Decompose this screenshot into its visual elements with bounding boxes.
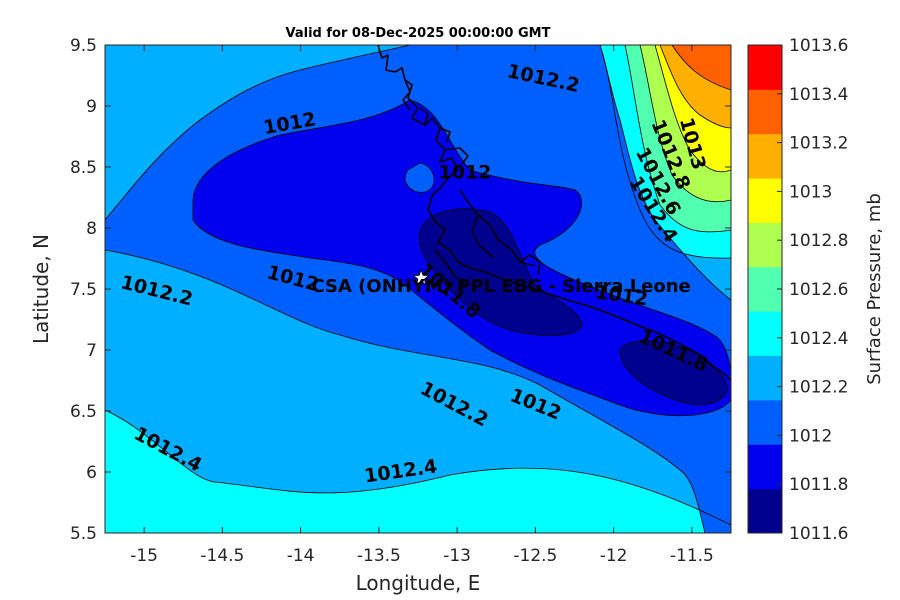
colorbar-swatch [748,488,782,534]
y-tick-label: 8 [86,219,97,239]
colorbar-tick-label: 1011.8 [789,475,848,495]
x-tick-label: -12.5 [513,546,557,566]
colorbar-tick-label: 1013.6 [789,36,848,56]
coastline [377,45,731,381]
colorbar-swatch [748,444,782,490]
y-tick-label: 9.5 [70,36,97,56]
colorbar-tick-label: 1011.6 [789,524,848,544]
y-tick-label: 6.5 [70,402,97,422]
colorbar-swatch [748,399,782,445]
colorbar-tick-label: 1013.4 [789,85,848,105]
map-title: Valid for 08-Dec-2025 00:00:00 GMT [286,26,551,41]
band-1012.4-south [105,410,731,533]
x-tick-label: -11.5 [670,546,714,566]
contour-lines [105,45,731,526]
y-tick-label: 7 [86,341,97,361]
x-tick-label: -15 [130,546,158,566]
colorbar-tick-label: 1013 [789,182,832,202]
band-1011.6-inland [418,208,583,336]
colorbar-swatch [748,266,782,312]
site-marker-group: CSA (ONHYM) PPL EBG - Sierra Leone [311,268,691,297]
colorbar-tick-label: 1013.2 [789,134,848,154]
x-axis-ticks: -15 -14.5 -14 -13.5 -13 -12.5 -12 -11.5 [130,45,714,566]
y-tick-label: 7.5 [70,280,97,300]
colorbar-swatch [748,178,782,223]
island-1012 [404,162,435,193]
colorbar-swatch [748,311,782,357]
contour-label: 1012 [439,162,492,184]
colorbar-tick-label: 1012 [789,426,832,446]
colorbar: 1011.6 1011.8 1012 1012.2 1012.4 1012.6 1012.8… [747,36,848,544]
colorbar-label: Surface Pressure, mb [864,193,885,385]
x-axis-label: Longitude, E [356,571,481,595]
colorbar-swatch [748,89,782,135]
colorbar-tick-label: 1012.2 [789,378,848,398]
y-tick-label: 9 [86,97,97,117]
colorbar-swatch [748,355,782,401]
colorbar-tick-label: 1012.8 [789,231,848,251]
colorbar-swatch [748,133,782,179]
x-tick-label: -14 [287,546,315,566]
site-star-icon [412,268,430,286]
y-axis-label: Latitude, N [29,234,53,344]
colorbar-swatch [748,222,782,268]
x-tick-label: -13.5 [357,546,401,566]
colorbar-tick-label: 1012.4 [789,329,848,349]
colorbar-tick-label: 1012.6 [789,280,848,300]
y-tick-label: 6 [86,463,97,483]
band-1013.4 [672,45,731,90]
site-label: CSA (ONHYM) PPL EBG - Sierra Leone [311,276,690,297]
x-tick-label: -12 [600,546,628,566]
contour-map-area [105,45,731,533]
y-axis-ticks: 5.5 6 6.5 7 7.5 8 8.5 9 9.5 [70,36,731,544]
y-tick-label: 5.5 [70,524,97,544]
x-tick-label: -13 [443,546,471,566]
x-tick-label: -14.5 [200,546,244,566]
colorbar-swatch [748,45,782,90]
y-tick-label: 8.5 [70,158,97,178]
